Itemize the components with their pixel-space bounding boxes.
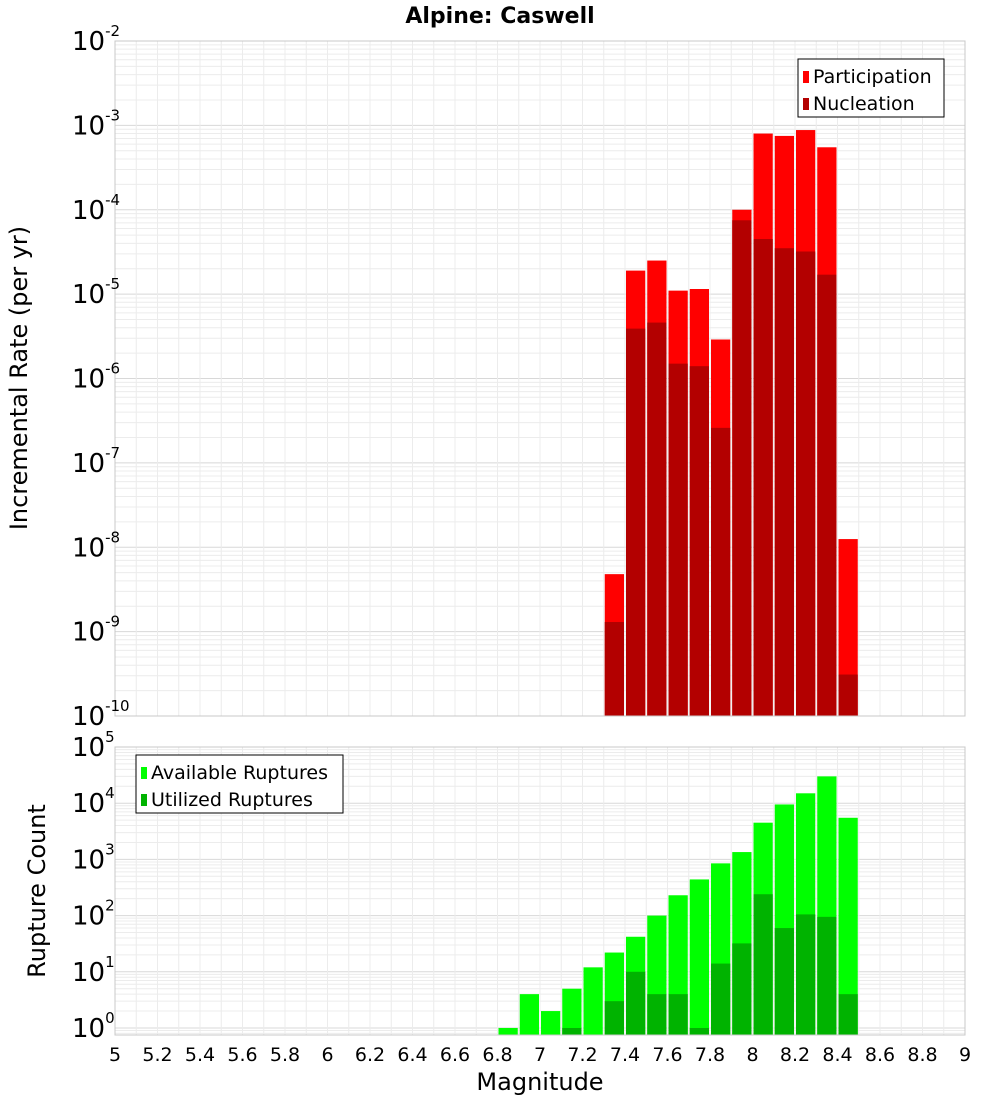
bar-nucleation bbox=[604, 622, 624, 716]
top-y-axis-label: Incremental Rate (per yr) bbox=[5, 226, 33, 530]
y-tick-label: 10-8 bbox=[72, 528, 120, 563]
x-tick-label: 6.2 bbox=[355, 1044, 385, 1066]
top-plot-border bbox=[114, 40, 966, 717]
legend-label: Nucleation bbox=[813, 93, 915, 115]
bar-utilized-ruptures bbox=[838, 994, 858, 1035]
bar-participation bbox=[838, 539, 858, 716]
bottom-y-axis-label: Rupture Count bbox=[23, 804, 51, 978]
x-tick-label: 5.4 bbox=[185, 1044, 215, 1066]
bottom-panel: 100 101 102 103 104 105 Rupture Count Availab… bbox=[23, 728, 971, 1096]
bar-utilized-ruptures bbox=[711, 963, 731, 1035]
x-tick-label: 8.2 bbox=[780, 1044, 810, 1066]
y-tick-label: 10-10 bbox=[72, 697, 130, 732]
bar-utilized-ruptures bbox=[626, 971, 646, 1035]
bar-utilized-ruptures bbox=[689, 1027, 709, 1035]
x-tick-label: 8 bbox=[746, 1044, 758, 1066]
y-tick-label: 100 bbox=[72, 1009, 115, 1044]
bar-utilized-ruptures bbox=[753, 894, 773, 1035]
legend-box bbox=[135, 754, 344, 814]
bar-nucleation bbox=[817, 274, 837, 716]
bar-utilized-ruptures bbox=[647, 994, 667, 1035]
bar-utilized-ruptures bbox=[796, 914, 816, 1035]
x-tick-label: 6 bbox=[321, 1044, 333, 1066]
x-tick-label: 5.8 bbox=[270, 1044, 300, 1066]
y-tick-label: 104 bbox=[72, 784, 115, 819]
x-tick-label: 5.2 bbox=[142, 1044, 172, 1066]
bar-nucleation bbox=[689, 366, 709, 716]
x-tick-label: 7.4 bbox=[610, 1044, 640, 1066]
y-tick-label: 102 bbox=[72, 897, 115, 932]
y-tick-label: 10-5 bbox=[72, 275, 120, 310]
bar-utilized-ruptures bbox=[774, 928, 794, 1035]
y-tick-label: 101 bbox=[72, 953, 115, 988]
bar-nucleation bbox=[796, 251, 816, 716]
bar-available-ruptures bbox=[689, 879, 709, 1035]
bar-available-ruptures bbox=[562, 988, 582, 1035]
bar-nucleation bbox=[753, 239, 773, 716]
legend-swatch bbox=[141, 794, 147, 806]
x-tick-label: 7.8 bbox=[695, 1044, 725, 1066]
y-tick-label: 10-6 bbox=[72, 360, 120, 395]
bar-nucleation bbox=[668, 363, 688, 716]
bar-available-ruptures bbox=[498, 1027, 518, 1035]
x-tick-label: 7.2 bbox=[567, 1044, 597, 1066]
bar-available-ruptures bbox=[541, 1011, 561, 1035]
bar-available-ruptures bbox=[519, 994, 539, 1035]
bar-available-ruptures bbox=[583, 967, 603, 1035]
x-tick-label: 7 bbox=[534, 1044, 546, 1066]
y-tick-label: 105 bbox=[72, 728, 115, 763]
bar-nucleation bbox=[838, 674, 858, 716]
bar-nucleation bbox=[626, 328, 646, 716]
legend-box bbox=[797, 58, 945, 118]
bar-utilized-ruptures bbox=[604, 1001, 624, 1035]
x-tick-label: 5 bbox=[109, 1044, 121, 1066]
y-tick-label: 103 bbox=[72, 840, 115, 875]
bar-utilized-ruptures bbox=[668, 994, 688, 1035]
legend-label: Participation bbox=[813, 66, 932, 88]
bottom-plot-border bbox=[114, 746, 966, 1036]
bar-utilized-ruptures bbox=[562, 1027, 582, 1035]
bar-nucleation bbox=[711, 427, 731, 716]
y-tick-label: 10-2 bbox=[72, 22, 120, 57]
x-axis-label: Magnitude bbox=[476, 1068, 603, 1096]
x-tick-label: 8.8 bbox=[907, 1044, 937, 1066]
chart-title: Alpine: Caswell bbox=[405, 4, 594, 29]
x-tick-label: 6.6 bbox=[440, 1044, 470, 1066]
x-tick-label: 6.8 bbox=[482, 1044, 512, 1066]
legend-swatch bbox=[141, 767, 147, 779]
bar-nucleation bbox=[732, 220, 752, 717]
y-tick-label: 10-3 bbox=[72, 106, 120, 141]
x-tick-label: 9 bbox=[959, 1044, 971, 1066]
x-tick-label: 5.6 bbox=[227, 1044, 257, 1066]
y-tick-label: 10-9 bbox=[72, 613, 120, 648]
x-tick-label: 7.6 bbox=[652, 1044, 682, 1066]
x-tick-label: 8.6 bbox=[865, 1044, 895, 1066]
bar-available-ruptures bbox=[838, 817, 858, 1035]
x-tick-label: 6.4 bbox=[397, 1044, 427, 1066]
bar-utilized-ruptures bbox=[817, 916, 837, 1035]
legend-swatch bbox=[803, 71, 809, 83]
y-tick-label: 10-7 bbox=[72, 444, 120, 479]
bar-nucleation bbox=[774, 248, 794, 717]
y-tick-label: 10-4 bbox=[72, 191, 120, 226]
legend-label: Utilized Ruptures bbox=[151, 789, 313, 811]
legend-swatch bbox=[803, 98, 809, 110]
top-panel: 10-10 10-9 10-8 10-7 10-6 10-5 10-4 10-3 10-2 In… bbox=[5, 22, 966, 732]
x-tick-label: 8.4 bbox=[822, 1044, 852, 1066]
bar-nucleation bbox=[647, 322, 667, 716]
legend-label: Available Ruptures bbox=[151, 762, 328, 784]
bar-utilized-ruptures bbox=[732, 943, 752, 1035]
